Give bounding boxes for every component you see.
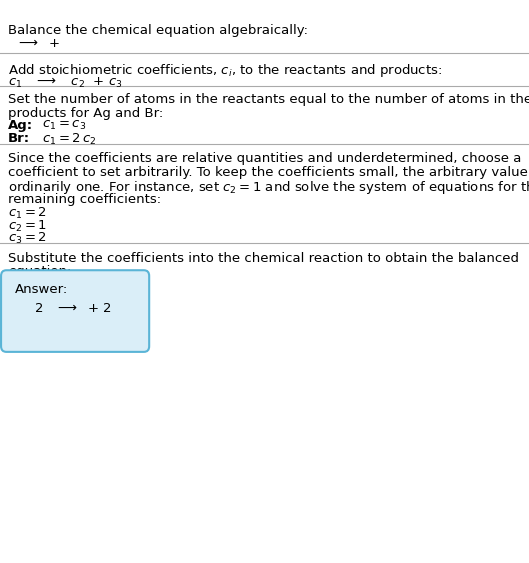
- Text: ordinarily one. For instance, set $c_2 = 1$ and solve the system of equations fo: ordinarily one. For instance, set $c_2 =…: [8, 179, 529, 196]
- FancyBboxPatch shape: [1, 270, 149, 352]
- Text: $c_1 = 2\,c_2$: $c_1 = 2\,c_2$: [42, 132, 97, 147]
- Text: 2   $\longrightarrow$  + 2: 2 $\longrightarrow$ + 2: [34, 302, 113, 315]
- Text: Since the coefficients are relative quantities and underdetermined, choose a: Since the coefficients are relative quan…: [8, 152, 521, 165]
- Text: $c_3 = 2$: $c_3 = 2$: [8, 231, 47, 246]
- Text: $c_1$   $\longrightarrow$   $c_2$  + $c_3$: $c_1$ $\longrightarrow$ $c_2$ + $c_3$: [8, 75, 123, 90]
- Text: $c_2 = 1$: $c_2 = 1$: [8, 218, 47, 234]
- Text: Answer:: Answer:: [15, 283, 68, 296]
- Text: $c_1 = 2$: $c_1 = 2$: [8, 206, 47, 221]
- Text: Add stoichiometric coefficients, $c_i$, to the reactants and products:: Add stoichiometric coefficients, $c_i$, …: [8, 62, 442, 79]
- Text: Ag:: Ag:: [8, 119, 33, 132]
- Text: remaining coefficients:: remaining coefficients:: [8, 193, 161, 205]
- Text: coefficient to set arbitrarily. To keep the coefficients small, the arbitrary va: coefficient to set arbitrarily. To keep …: [8, 166, 529, 178]
- Text: Br:: Br:: [8, 132, 30, 145]
- Text: $c_1 = c_3$: $c_1 = c_3$: [42, 119, 87, 132]
- Text: Set the number of atoms in the reactants equal to the number of atoms in the: Set the number of atoms in the reactants…: [8, 93, 529, 106]
- Text: Substitute the coefficients into the chemical reaction to obtain the balanced: Substitute the coefficients into the che…: [8, 252, 519, 265]
- Text: Balance the chemical equation algebraically:: Balance the chemical equation algebraica…: [8, 24, 308, 37]
- Text: equation:: equation:: [8, 265, 71, 278]
- Text: $\longrightarrow$  +: $\longrightarrow$ +: [16, 37, 60, 50]
- Text: products for Ag and Br:: products for Ag and Br:: [8, 107, 163, 120]
